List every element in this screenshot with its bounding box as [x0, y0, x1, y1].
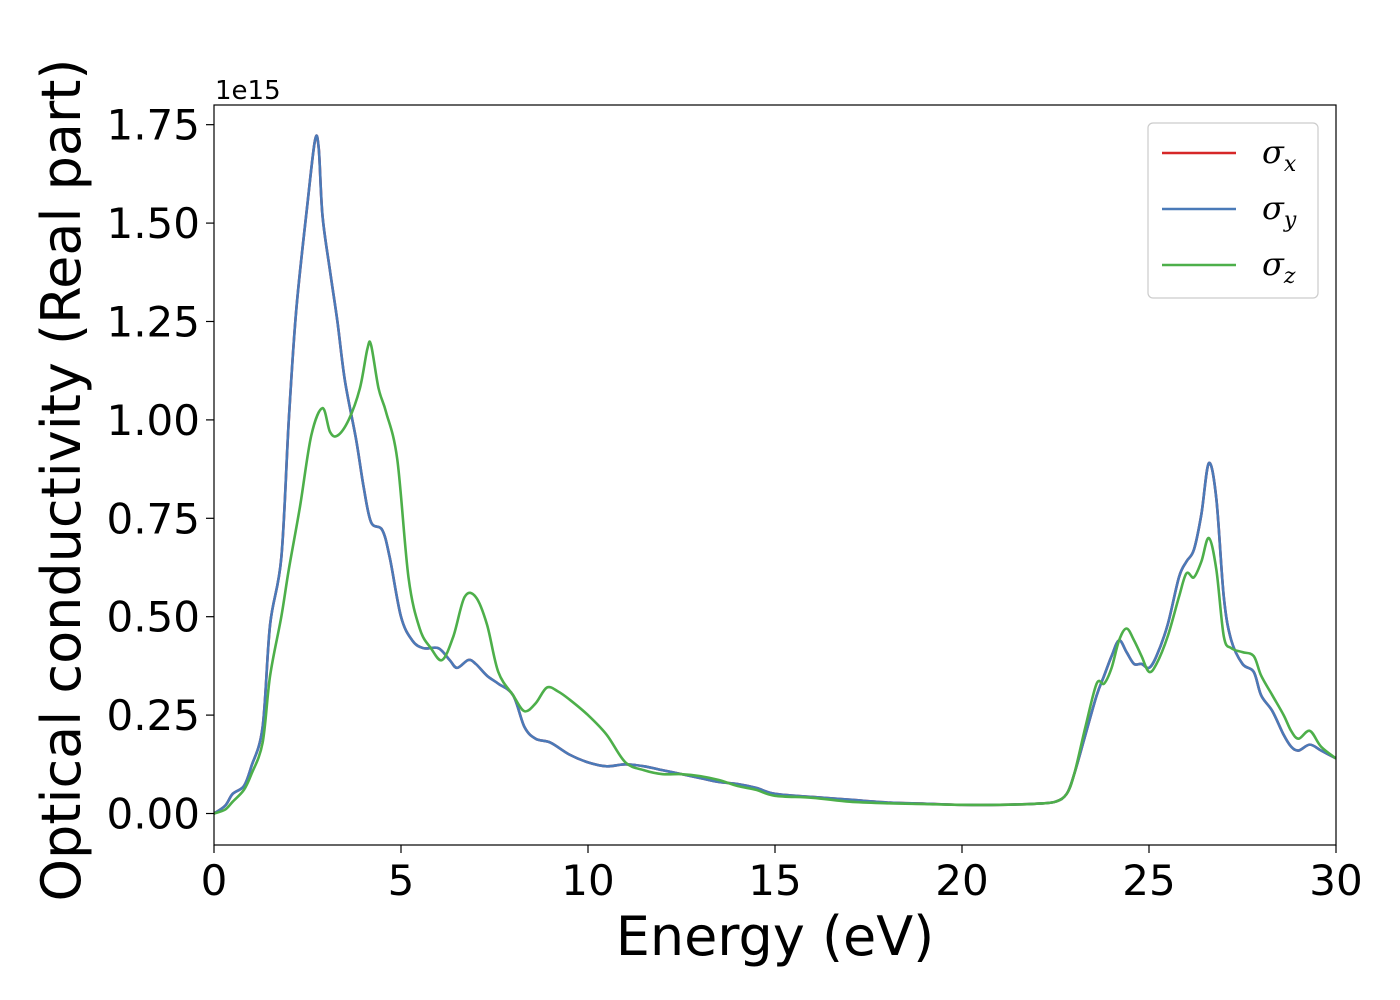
x-tick-label: 15: [748, 856, 801, 905]
y-tick-label: 1.75: [106, 101, 200, 150]
x-axis-title: Energy (eV): [616, 905, 935, 968]
y-tick-label: 1.00: [106, 396, 200, 445]
x-tick-label: 0: [201, 856, 228, 905]
y-axis-title: Optical conductivity (Real part): [30, 59, 93, 902]
y-axis-offset-text: 1e15: [215, 76, 281, 106]
legend-subscript-x: x: [1284, 152, 1297, 177]
x-tick-label: 10: [561, 856, 614, 905]
y-tick-label: 1.25: [106, 297, 200, 346]
axes-layer: 0 5 10 15 20 25 30 0.00 0.25 0.50 0.75 1.00 1.25 1.50…: [106, 101, 1362, 905]
y-tick-label: 0.00: [106, 790, 200, 839]
series-layer: [214, 134, 1336, 815]
x-tick-label: 25: [1122, 856, 1175, 905]
series-line-sigma-z: [214, 340, 1336, 815]
legend-box: [1147, 122, 1319, 299]
x-tick-label: 20: [935, 856, 988, 905]
y-tick-label: 0.25: [106, 691, 200, 740]
y-tick-label: 1.50: [106, 199, 200, 248]
x-tick-label: 5: [388, 856, 415, 905]
y-tick-label: 0.75: [106, 494, 200, 543]
legend-subscript-z: z: [1283, 264, 1296, 289]
legend-subscript-y: y: [1283, 208, 1297, 233]
x-tick-label: 30: [1309, 856, 1362, 905]
y-tick-label: 0.50: [106, 593, 200, 642]
